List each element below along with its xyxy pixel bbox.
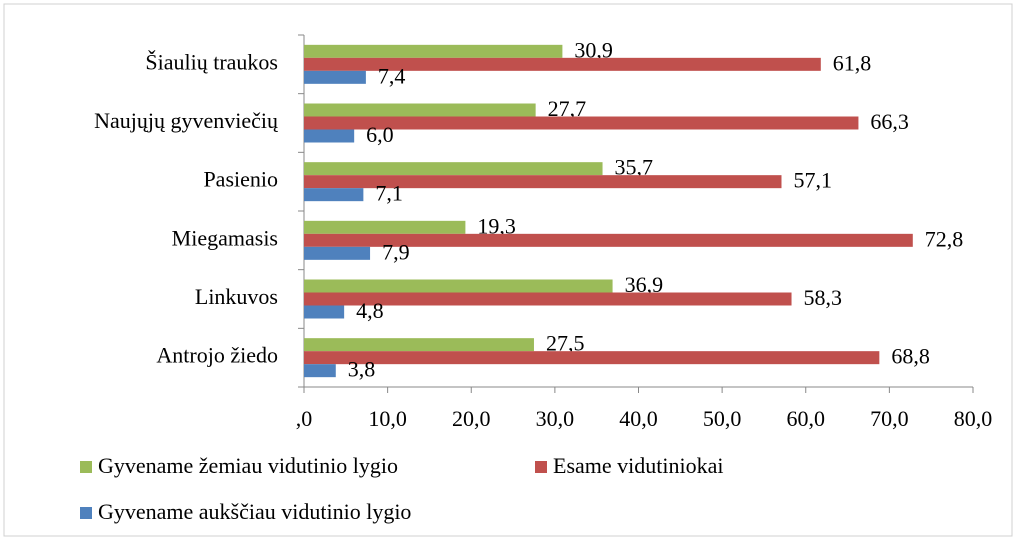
legend-label: Gyvename žemiau vidutinio lygio	[98, 453, 398, 478]
legend-label: Gyvename aukščiau vidutinio lygio	[98, 499, 411, 524]
bar	[304, 116, 859, 130]
y-tick-label: Šiaulių traukos	[145, 49, 278, 74]
x-tick-label: 60,0	[787, 406, 826, 431]
y-tick-label: Miegamasis	[172, 225, 278, 250]
bar	[304, 220, 466, 234]
legend-swatch	[80, 507, 92, 519]
bar	[304, 162, 603, 176]
x-tick-label: 40,0	[619, 406, 658, 431]
bar	[304, 70, 366, 84]
chart-frame	[3, 3, 1013, 537]
data-label: 72,8	[925, 226, 964, 251]
x-tick-label: 70,0	[870, 406, 909, 431]
data-label: 68,8	[891, 344, 930, 369]
legend-swatch	[80, 461, 92, 473]
bar	[304, 57, 821, 71]
x-tick-label: ,0	[296, 406, 313, 431]
data-label: 7,9	[382, 239, 410, 264]
x-tick-label: 20,0	[452, 406, 491, 431]
data-label: 7,4	[378, 63, 406, 88]
x-tick-label: 50,0	[703, 406, 742, 431]
legend-label: Esame vidutiniokai	[553, 453, 723, 478]
bar	[304, 175, 782, 189]
bar	[304, 351, 880, 365]
data-label: 4,8	[356, 298, 384, 323]
bar	[304, 246, 371, 260]
x-tick-label: 10,0	[368, 406, 407, 431]
y-tick-label: Naujųjų gyvenviečių	[94, 108, 279, 133]
y-tick-label: Pasienio	[203, 167, 278, 192]
bar	[304, 44, 563, 58]
x-tick-label: 80,0	[954, 406, 993, 431]
bar	[304, 279, 613, 293]
bar	[304, 129, 355, 143]
bar	[304, 338, 534, 352]
data-label: 57,1	[793, 168, 832, 193]
legend-swatch	[535, 461, 547, 473]
data-label: 3,8	[348, 357, 376, 382]
data-label: 7,1	[375, 181, 403, 206]
data-label: 58,3	[804, 285, 843, 310]
data-label: 66,3	[870, 109, 909, 134]
data-label: 61,8	[833, 50, 872, 75]
bar	[304, 364, 336, 378]
data-label: 6,0	[366, 122, 394, 147]
bar	[304, 103, 536, 117]
x-tick-label: 30,0	[536, 406, 575, 431]
bar	[304, 305, 345, 319]
bar	[304, 233, 913, 247]
y-tick-label: Linkuvos	[195, 284, 278, 309]
y-tick-label: Antrojo žiedo	[156, 343, 278, 368]
bar	[304, 292, 792, 306]
bar	[304, 188, 364, 202]
